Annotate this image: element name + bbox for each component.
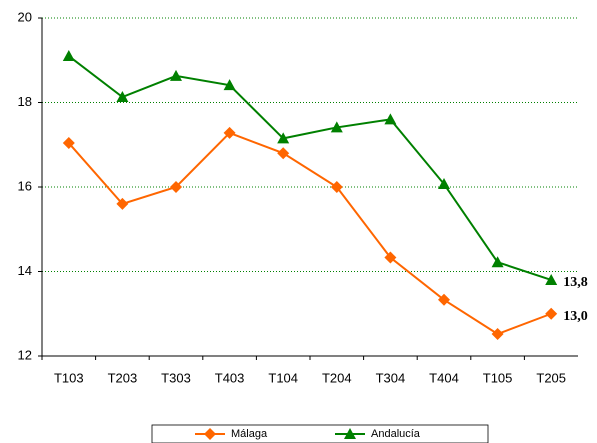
data-label: 13,8 [563,275,588,290]
point [62,50,75,62]
point [277,132,290,144]
x-tick-label: T203 [108,370,138,385]
legend-marker [344,428,356,439]
y-tick-label: 20 [18,9,32,24]
x-tick-label: T404 [429,370,459,385]
legend-box [151,424,489,443]
y-tick-label: 18 [18,94,32,109]
point [330,121,343,133]
legend-label: Málaga [231,428,268,440]
point [384,113,397,125]
legend-marker [204,428,216,440]
y-tick-label: 12 [18,347,32,362]
x-tick-label: T304 [376,370,406,385]
series-line [68,131,552,336]
point [116,197,129,210]
data-label: 13,0 [563,309,588,324]
point [62,137,75,150]
point [223,79,236,91]
point [170,69,182,81]
point [545,307,558,320]
point [330,181,343,193]
x-tick-label: T403 [215,370,245,385]
x-tick-label: T103 [54,370,84,385]
point [545,273,558,285]
point [223,126,236,139]
point [438,293,450,306]
series-line [68,55,552,281]
x-tick-label: T204 [322,370,352,385]
point [491,328,504,341]
point [277,147,290,160]
point [116,91,129,103]
x-tick-label: T105 [483,370,513,385]
point [170,181,182,193]
point [438,178,450,190]
x-tick-label: T104 [268,370,298,385]
y-tick-label: 16 [18,178,32,193]
point [384,251,397,264]
legend-label: Andalucía [371,428,421,440]
point [491,256,504,268]
y-tick-label: 14 [18,263,32,278]
x-tick-label: T303 [161,370,191,385]
x-tick-label: T205 [536,370,566,385]
